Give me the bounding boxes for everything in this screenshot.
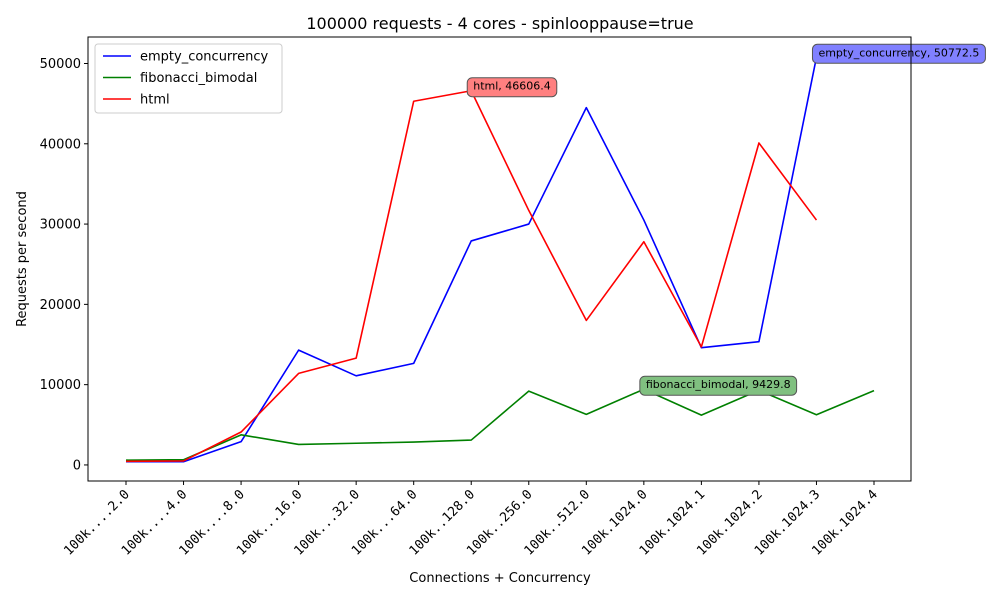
series-line-fibonacci_bimodal	[125, 388, 875, 461]
y-tick-label: 40000	[40, 137, 81, 152]
legend-label: empty_concurrency	[140, 50, 268, 65]
annotation-background	[811, 43, 986, 64]
plot-frame	[87, 36, 912, 482]
y-tick-label: 30000	[40, 218, 81, 233]
annotation-box: empty_concurrency, 50772.5	[811, 43, 986, 64]
annotation-text: empty_concurrency, 50772.5	[818, 46, 979, 59]
annotation-background	[466, 77, 558, 98]
annotation-text: fibonacci_bimodal, 9429.8	[646, 378, 791, 391]
series-line-empty_concurrency	[126, 57, 818, 463]
y-tick-label: 0	[73, 458, 81, 473]
legend-label: html	[140, 93, 170, 108]
y-tick-label: 20000	[40, 298, 81, 313]
y-axis-label: Requests per second	[15, 191, 30, 327]
annotation-box: fibonacci_bimodal, 9429.8	[639, 375, 798, 396]
axes: 01000020000300004000050000100k....2.0100…	[40, 57, 881, 559]
annotation-box: html, 46606.4	[466, 77, 558, 98]
plot-area: html, 46606.4 fibonacci_bimodal, 9429.8 em…	[125, 43, 986, 463]
x-axis-label: Connections + Concurrency	[409, 571, 591, 586]
y-tick-label: 10000	[40, 378, 81, 393]
legend-frame	[94, 43, 283, 114]
chart-title: 100000 requests - 4 cores - spinlooppaus…	[306, 14, 693, 33]
annotation-text: html, 46606.4	[473, 80, 551, 93]
legend-label: fibonacci_bimodal	[140, 71, 257, 86]
series-line-html	[125, 89, 818, 463]
annotation-background	[639, 375, 798, 396]
y-tick-label: 50000	[40, 57, 81, 72]
